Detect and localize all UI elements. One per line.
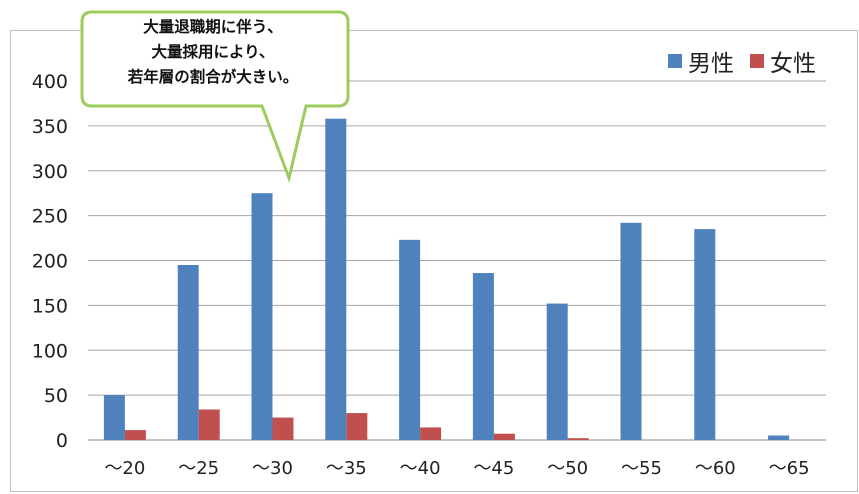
female-bar <box>124 430 146 440</box>
male-bar <box>694 229 716 440</box>
x-tick-label: ～45 <box>473 458 514 479</box>
male-bar <box>472 273 494 440</box>
annotation-line-3: 若年層の割合が大きい。 <box>127 68 299 86</box>
x-tick-label: ～35 <box>326 458 367 479</box>
x-tick-label: ～55 <box>621 458 662 479</box>
legend-label-male: 男性 <box>688 51 734 77</box>
female-bar <box>420 427 442 440</box>
legend: 男性 女性 <box>668 44 832 78</box>
annotation-text: 大量退職期に伴う、 大量採用により、 若年層の割合が大きい。 <box>84 15 342 90</box>
x-tick-label: ～60 <box>695 458 736 479</box>
female-bar <box>198 409 220 440</box>
annotation-line-2: 大量採用により、 <box>151 43 275 61</box>
female-bar <box>272 417 294 440</box>
female-bar <box>567 438 589 440</box>
male-bar <box>546 303 568 440</box>
y-tick-label: 0 <box>56 430 68 452</box>
x-tick-label: ～65 <box>769 458 810 479</box>
male-bar <box>251 193 273 440</box>
legend-swatch-male <box>668 54 682 68</box>
y-tick-label: 250 <box>32 206 68 228</box>
x-tick-label: ～50 <box>547 458 588 479</box>
female-bar <box>346 413 368 440</box>
x-tick-label: ～25 <box>178 458 219 479</box>
x-tick-label: ～40 <box>400 458 441 479</box>
y-tick-label: 300 <box>32 161 68 183</box>
y-tick-label: 400 <box>32 71 68 93</box>
male-bar <box>103 395 125 440</box>
female-bar <box>493 433 515 440</box>
x-tick-label: ～20 <box>104 458 145 479</box>
male-bar <box>325 118 347 440</box>
y-tick-label: 200 <box>32 251 68 273</box>
legend-item-female: 女性 <box>750 44 816 78</box>
legend-label-female: 女性 <box>770 51 816 77</box>
legend-swatch-female <box>750 54 764 68</box>
y-tick-label: 350 <box>32 116 68 138</box>
y-tick-label: 150 <box>32 295 68 317</box>
male-bar <box>177 264 199 440</box>
y-tick-label: 100 <box>32 340 68 362</box>
male-bar <box>399 239 421 440</box>
y-tick-label: 50 <box>44 385 68 407</box>
male-bar <box>620 222 642 440</box>
male-bar <box>768 435 790 440</box>
x-tick-label: ～30 <box>252 458 293 479</box>
legend-item-male: 男性 <box>668 44 734 78</box>
annotation-line-1: 大量退職期に伴う、 <box>143 18 283 36</box>
